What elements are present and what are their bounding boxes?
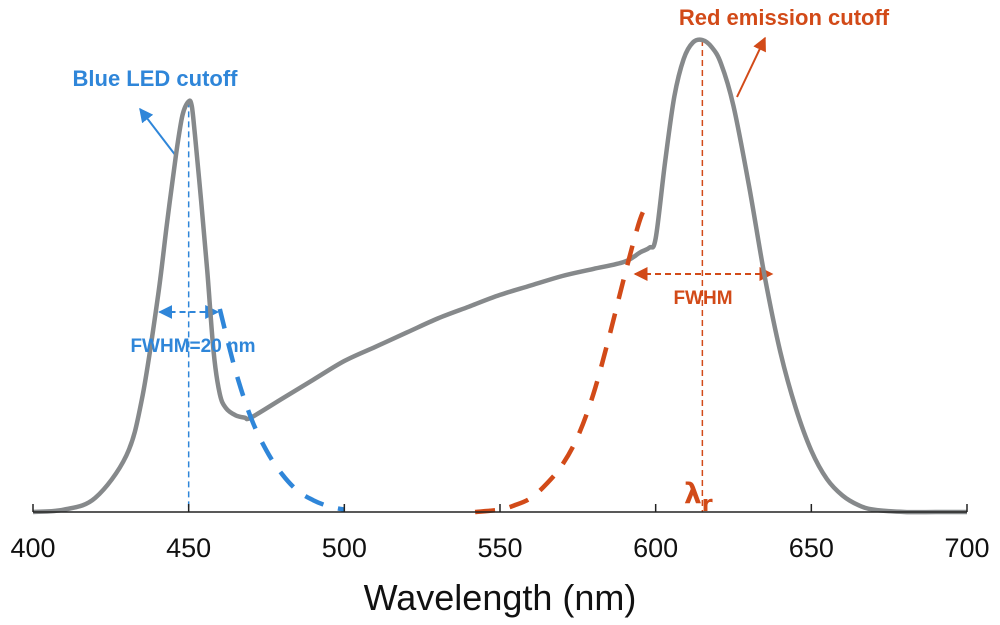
x-tick-label: 500: [322, 533, 367, 563]
x-tick-label: 450: [166, 533, 211, 563]
spectrum-curve: [32, 37, 967, 515]
red-cutoff-label: Red emission cutoff: [679, 5, 890, 30]
x-axis-title: Wavelength (nm): [364, 577, 637, 618]
blue-cutoff-label: Blue LED cutoff: [73, 66, 239, 91]
red-emission-dashed-curve: [474, 199, 652, 515]
x-tick-label: 650: [789, 533, 834, 563]
x-axis: 400 450 500 550 600 650 700: [10, 504, 990, 563]
blue-fwhm-label: FWHM=20 nm: [130, 336, 255, 357]
x-tick-label: 550: [477, 533, 522, 563]
x-tick-label: 600: [633, 533, 678, 563]
red-fwhm-label: FWHM: [673, 288, 732, 309]
x-tick-label: 400: [10, 533, 55, 563]
reference-lines: [139, 36, 774, 512]
blue-cutoff-pointer: [139, 107, 177, 157]
lambda-symbol: λ: [684, 477, 702, 510]
blue-led-dashed-curve: [217, 308, 345, 512]
annotations: Blue LED cutoff Red emission cutoff FWHM…: [73, 5, 890, 618]
red-cutoff-pointer: [736, 36, 766, 98]
lambda-subscript: r: [702, 492, 713, 517]
x-tick-label: 700: [944, 533, 989, 563]
lambda-r-label: λr: [684, 477, 713, 517]
series-layer: [32, 37, 967, 515]
